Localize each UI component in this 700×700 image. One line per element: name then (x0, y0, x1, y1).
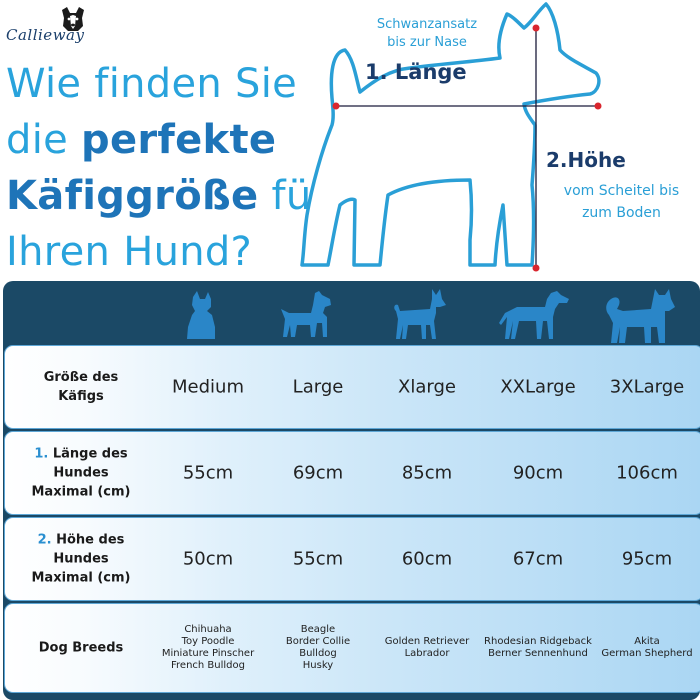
page-title: Wie finden Sie die perfekte Käfiggröße f… (6, 56, 329, 280)
height-xxlarge: 67cm (512, 548, 564, 570)
length-xlarge: 85cm (401, 462, 453, 484)
brand-name: Callieway (6, 26, 85, 44)
row-label-height: 2. Höhe des Hundes Maximal (cm) (31, 532, 131, 586)
height-title: 2.Höhe (546, 148, 626, 172)
size-xxlarge: XXLarge (500, 376, 576, 398)
height-medium: 50cm (182, 548, 234, 570)
dog-measurement-diagram (300, 2, 602, 272)
row-label-cage-size: Größe des Käfigs (43, 370, 119, 404)
row-label-length: 1. Länge des Hundes Maximal (cm) (31, 446, 131, 500)
size-3xlarge: 3XLarge (609, 376, 685, 398)
headline-line-1: Wie finden Sie (6, 61, 298, 107)
breeds-xlarge: Golden Retriever Labrador (384, 636, 470, 659)
row-label-breeds: Dog Breeds (38, 640, 124, 656)
height-xlarge: 60cm (401, 548, 453, 570)
schnauzer-icon (281, 291, 331, 337)
length-medium: 55cm (182, 462, 234, 484)
akita-icon (606, 289, 675, 343)
height-large: 55cm (292, 548, 344, 570)
brand-logo: Callieway (6, 4, 106, 52)
headline-line-2: die perfekte (6, 117, 277, 163)
greyhound-icon (499, 291, 569, 339)
breeds-medium: Chihuaha Toy Poodle Miniature Pinscher Fre… (161, 624, 255, 671)
size-xlarge: Xlarge (398, 376, 456, 398)
length-large: 69cm (292, 462, 344, 484)
table-row-breeds: Dog Breeds Chihuaha Toy Poodle Miniature … (4, 603, 700, 693)
basenji-icon (394, 289, 446, 339)
height-description: vom Scheitel bis zum Boden (563, 183, 680, 221)
breeds-xxlarge: Rhodesian Ridgeback Berner Sennenhund (484, 636, 592, 659)
length-xxlarge: 90cm (512, 462, 564, 484)
dog-outline-icon (300, 2, 601, 267)
table-row-length: 1. Länge des Hundes Maximal (cm) 55cm 69… (4, 431, 700, 515)
headline-line-3: Käfiggröße für (6, 173, 329, 219)
terrier-icon (187, 291, 215, 339)
length-title: 1. Länge (365, 60, 467, 84)
length-description: Schwanzansatz bis zur Nase (376, 17, 478, 50)
length-3xlarge: 106cm (616, 462, 678, 484)
size-large: Large (292, 376, 344, 398)
breeds-large: Beagle Border Collie Bulldog Husky (285, 624, 351, 671)
size-medium: Medium (172, 376, 244, 398)
border-collie-logo-icon (62, 7, 84, 31)
headline-line-4: Ihren Hund? (6, 229, 253, 275)
table-row-height: 2. Höhe des Hundes Maximal (cm) 50cm 55c… (4, 517, 700, 601)
table-row-cage-size: Größe des Käfigs Medium Large Xlarge XXL… (4, 345, 700, 429)
breeds-3xlarge: Akita German Shepherd (601, 636, 693, 659)
height-3xlarge: 95cm (621, 548, 673, 570)
